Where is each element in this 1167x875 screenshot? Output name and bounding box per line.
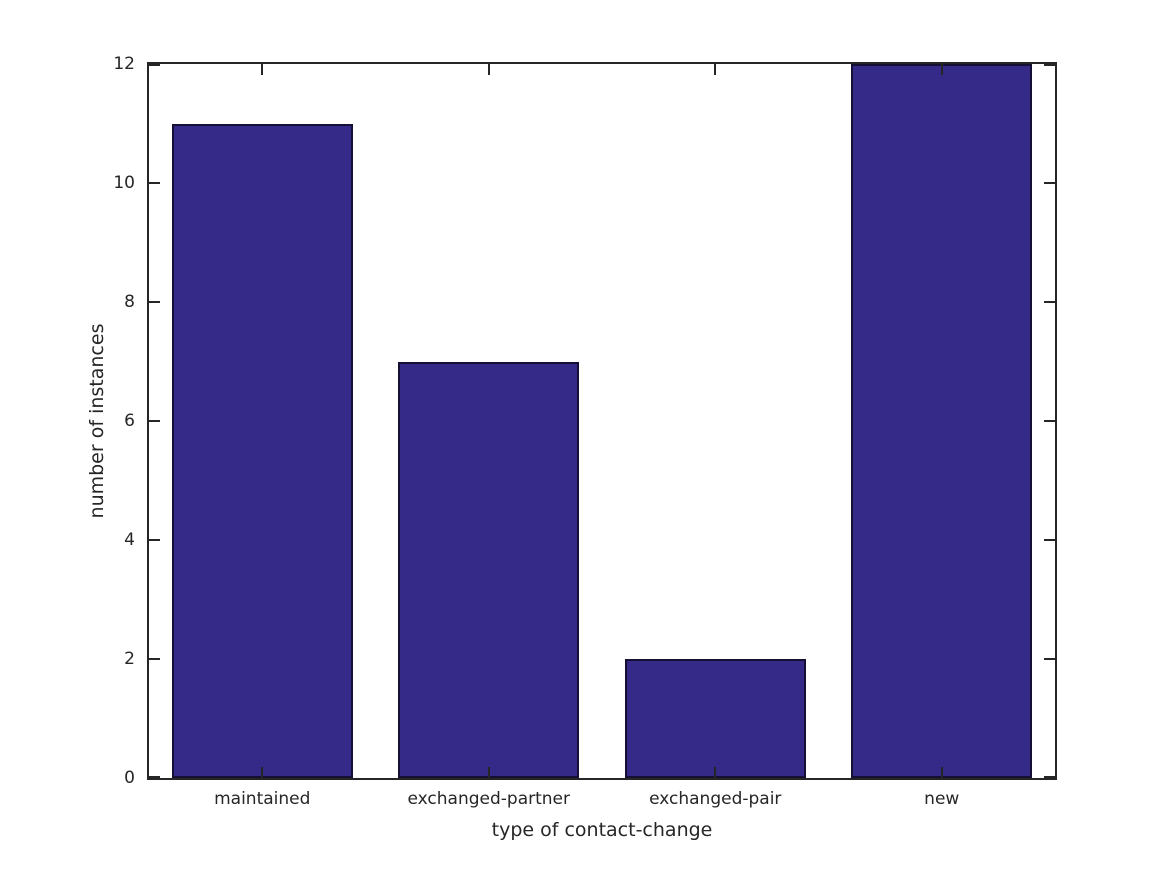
y-tick-left (149, 301, 160, 303)
plot-area (147, 62, 1057, 780)
y-tick-right (1044, 539, 1055, 541)
y-tick-left (149, 64, 160, 66)
y-tick-right (1044, 776, 1055, 778)
y-tick-label: 6 (124, 411, 135, 431)
y-tick-label: 2 (124, 649, 135, 669)
y-tick-label: 0 (124, 768, 135, 788)
x-tick-top (487, 64, 490, 75)
x-axis-label: type of contact-change (491, 819, 713, 841)
x-tick-label-exchanged-pair: exchanged-pair (649, 789, 782, 809)
y-tick-left (149, 776, 160, 778)
y-tick-right (1044, 64, 1055, 66)
y-tick-label: 8 (124, 292, 135, 312)
x-tick-label-new: new (924, 789, 960, 809)
y-tick-left (149, 539, 160, 541)
y-tick-right (1044, 658, 1055, 660)
y-tick-left (149, 182, 160, 184)
bar-new (851, 64, 1033, 778)
x-tick-bottom (940, 767, 943, 778)
y-tick-right (1044, 420, 1055, 422)
x-tick-bottom (261, 767, 264, 778)
bar-exchanged-pair (624, 659, 806, 778)
x-tick-top (940, 64, 943, 75)
bar-exchanged-partner (398, 361, 580, 778)
y-tick-label: 10 (113, 173, 135, 193)
bar-maintained (171, 123, 353, 778)
x-tick-top (261, 64, 264, 75)
x-tick-bottom (714, 767, 717, 778)
y-tick-right (1044, 301, 1055, 303)
y-tick-left (149, 420, 160, 422)
x-tick-label-maintained: maintained (214, 789, 311, 809)
y-tick-left (149, 658, 160, 660)
y-tick-right (1044, 182, 1055, 184)
x-tick-label-exchanged-partner: exchanged-partner (407, 789, 571, 809)
y-tick-label: 12 (113, 54, 135, 74)
y-tick-label: 4 (124, 530, 135, 550)
x-tick-top (714, 64, 717, 75)
x-tick-bottom (487, 767, 490, 778)
